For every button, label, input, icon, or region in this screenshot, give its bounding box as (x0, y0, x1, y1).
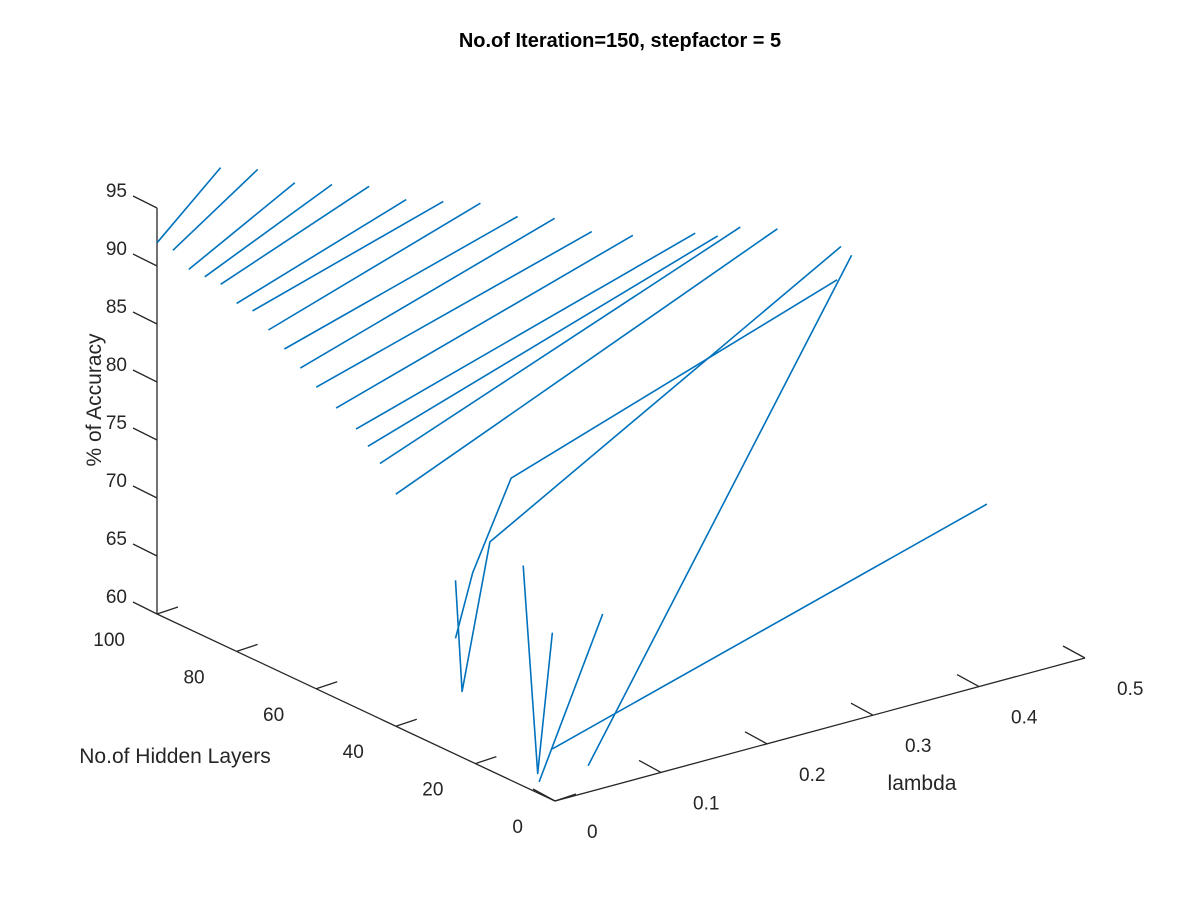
series-line-14 (267, 202, 481, 331)
x-tick-5 (1062, 645, 1086, 659)
x-tick-label-1: 0.1 (693, 793, 719, 814)
series-line-1 (538, 613, 604, 783)
series-line-20 (172, 168, 259, 251)
x-tick-label-0: 0 (587, 822, 598, 843)
y-tick-label-5: 100 (93, 630, 125, 651)
series-line-9 (355, 232, 696, 430)
x-tick-label-4: 0.4 (1011, 708, 1038, 729)
x-tick-2 (744, 731, 768, 745)
axes (156, 208, 1086, 802)
series-line-10 (335, 234, 634, 409)
x-tick-3 (850, 702, 874, 716)
series-line-15 (252, 200, 444, 312)
series-line-17 (220, 185, 370, 285)
z-tick-0 (132, 601, 158, 615)
y-tick-label-3: 60 (263, 705, 284, 726)
z-tick-2 (132, 485, 158, 499)
series-line-0 (551, 503, 988, 750)
z-axis-label: % of Accuracy (83, 333, 106, 467)
x-tick-4 (956, 674, 980, 688)
x-tick-1 (638, 759, 662, 773)
series-line-6 (395, 228, 778, 495)
x-tick-label-2: 0.2 (799, 765, 825, 786)
z-tick-label-1: 65 (106, 529, 127, 550)
z-tick-3 (132, 427, 158, 441)
y-axis-label: No.of Hidden Layers (79, 745, 270, 768)
z-tick-6 (132, 253, 158, 267)
tick-marks (132, 195, 1086, 802)
z-tick-label-3: 75 (106, 413, 127, 434)
y-tick-2 (395, 718, 418, 727)
z-tick-1 (132, 543, 158, 557)
series-line-16 (236, 198, 407, 305)
z-tick-label-4: 80 (106, 355, 127, 376)
chart-title: No.of Iteration=150, stepfactor = 5 (459, 30, 781, 52)
y-tick-label-0: 0 (512, 817, 523, 838)
series-line-13 (284, 215, 518, 350)
series-line-18 (204, 183, 333, 278)
z-tick-label-7: 95 (106, 181, 127, 202)
y-tick-0 (554, 793, 577, 802)
series-line-8 (367, 235, 719, 447)
x-axis-line (554, 657, 1086, 802)
series-line-5 (454, 279, 838, 639)
z-tick-label-5: 85 (106, 297, 127, 318)
x-tick-label-3: 0.3 (905, 736, 931, 757)
z-tick-label-0: 60 (106, 587, 127, 608)
z-tick-5 (132, 311, 158, 325)
series-line-11 (315, 230, 593, 388)
x-axis-label: lambda (888, 772, 957, 795)
series-line-2 (587, 254, 853, 767)
series-line-4 (454, 245, 842, 693)
y-axis-line (156, 613, 556, 802)
series-line-12 (299, 217, 556, 369)
y-tick-5 (156, 606, 179, 615)
z-tick-7 (132, 195, 158, 209)
z-tick-label-6: 90 (106, 239, 127, 260)
series-line-3 (522, 565, 554, 775)
tick-labels: 0 0.1 0.2 0.3 0.4 0.5 0 20 40 60 80 100 60 65 70 75 80 85… (93, 181, 1143, 843)
x-tick-0 (532, 788, 556, 802)
y-tick-label-2: 40 (343, 742, 364, 763)
y-tick-1 (475, 755, 497, 765)
series-line-19 (188, 182, 296, 271)
z-tick-label-2: 70 (106, 471, 127, 492)
y-tick-3 (315, 681, 338, 690)
y-tick-label-4: 80 (183, 667, 204, 688)
series-line-7 (379, 226, 741, 465)
z-tick-4 (132, 369, 158, 383)
y-tick-4 (236, 643, 258, 653)
series-line-21 (156, 167, 222, 244)
y-tick-label-1: 20 (422, 780, 443, 801)
data-lines (156, 167, 988, 783)
x-tick-label-5: 0.5 (1117, 679, 1143, 700)
